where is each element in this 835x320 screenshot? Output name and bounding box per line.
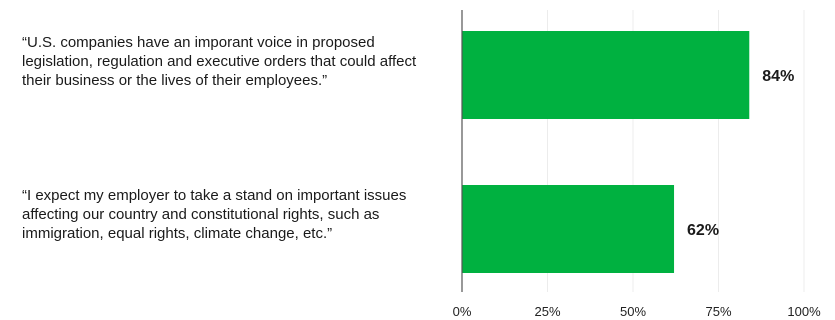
- category-label-1: “U.S. companies have an imporant voice i…: [22, 34, 417, 89]
- bar-1: [462, 31, 750, 119]
- data-label-1: 84%: [762, 68, 794, 85]
- x-tick-label-25: 25%: [534, 304, 560, 319]
- data-label-2: 62%: [687, 222, 719, 239]
- category-label-2: “I expect my employer to take a stand on…: [22, 187, 407, 242]
- x-tick-label-50: 50%: [620, 304, 646, 319]
- x-tick-label-100: 100%: [787, 304, 821, 319]
- x-tick-label-0: 0%: [453, 304, 472, 319]
- x-tick-label-75: 75%: [705, 304, 731, 319]
- bar-2: [462, 185, 675, 273]
